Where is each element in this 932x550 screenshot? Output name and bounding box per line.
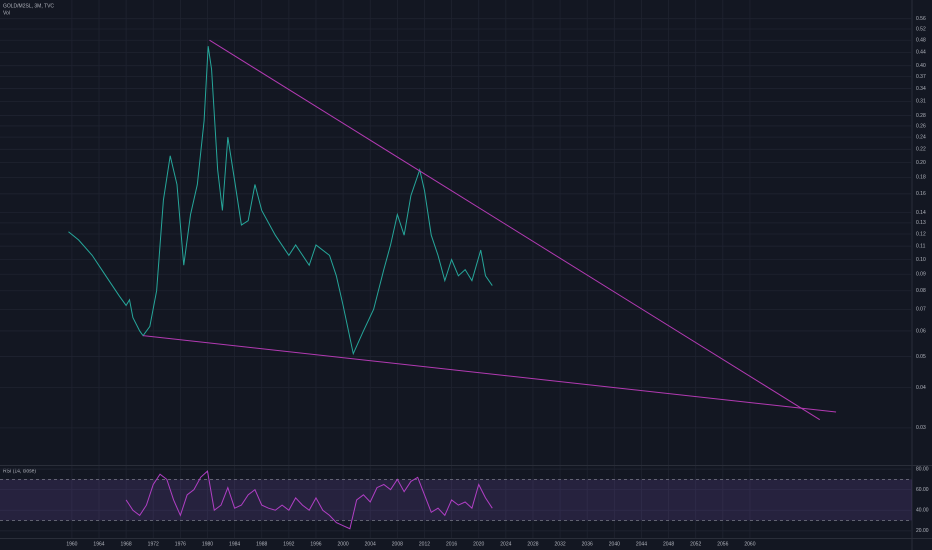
x-tick-label: 2052 xyxy=(690,541,701,547)
x-tick-label: 2060 xyxy=(744,541,755,547)
y-tick-label: 0.22 xyxy=(916,147,926,153)
x-tick-label: 2056 xyxy=(717,541,728,547)
y-tick-label: 0.13 xyxy=(916,220,926,226)
y-tick-label: 0.14 xyxy=(916,210,926,216)
chart-subtitle: Vol xyxy=(3,10,10,16)
y-tick-label: 0.28 xyxy=(916,113,926,119)
y-tick-label: 80.00 xyxy=(916,466,929,472)
price-line xyxy=(68,46,493,356)
y-tick-label: 0.08 xyxy=(916,288,926,294)
x-tick-label: 2044 xyxy=(636,541,647,547)
rsi-band xyxy=(0,479,912,521)
trendline xyxy=(143,335,837,413)
x-tick-label: 2016 xyxy=(446,541,457,547)
x-tick-label: 1984 xyxy=(229,541,240,547)
y-tick-label: 0.12 xyxy=(916,231,926,237)
x-tick-label: 1988 xyxy=(256,541,267,547)
trendline xyxy=(209,39,821,421)
x-tick-label: 1972 xyxy=(148,541,159,547)
x-tick-label: 2008 xyxy=(392,541,403,547)
y-tick-label: 0.48 xyxy=(916,38,926,44)
rsi-title: RSI (14, close) xyxy=(3,468,36,474)
x-tick-label: 2032 xyxy=(555,541,566,547)
y-tick-label: 0.31 xyxy=(916,99,926,105)
x-tick-label: 1960 xyxy=(66,541,77,547)
x-tick-label: 1968 xyxy=(121,541,132,547)
y-tick-label: 0.24 xyxy=(916,134,926,140)
y-tick-label: 0.37 xyxy=(916,74,926,80)
y-tick-label: 0.44 xyxy=(916,50,926,56)
y-tick-label: 0.03 xyxy=(916,425,926,431)
price-line xyxy=(125,470,493,530)
x-tick-label: 2020 xyxy=(473,541,484,547)
y-tick-label: 0.26 xyxy=(916,123,926,129)
y-tick-label: 0.05 xyxy=(916,354,926,360)
x-tick-label: 2040 xyxy=(609,541,620,547)
y-tick-label: 0.18 xyxy=(916,175,926,181)
y-tick-label: 0.09 xyxy=(916,272,926,278)
x-tick-label: 2024 xyxy=(500,541,511,547)
x-tick-label: 1976 xyxy=(175,541,186,547)
x-tick-label: 2028 xyxy=(527,541,538,547)
x-tick-label: 2036 xyxy=(582,541,593,547)
x-tick-label: 2004 xyxy=(365,541,376,547)
chart-title: GOLD/M2SL, 3M, TVC xyxy=(3,3,54,9)
y-tick-label: 60.00 xyxy=(916,487,929,493)
y-tick-label: 20.00 xyxy=(916,528,929,534)
x-tick-label: 2000 xyxy=(338,541,349,547)
y-tick-label: 0.07 xyxy=(916,307,926,313)
y-tick-label: 0.20 xyxy=(916,160,926,166)
y-tick-label: 0.40 xyxy=(916,63,926,69)
y-tick-label: 0.56 xyxy=(916,16,926,22)
x-tick-label: 1992 xyxy=(283,541,294,547)
y-tick-label: 0.34 xyxy=(916,86,926,92)
x-tick-label: 1980 xyxy=(202,541,213,547)
x-tick-label: 2012 xyxy=(419,541,430,547)
x-tick-label: 1964 xyxy=(93,541,104,547)
x-tick-label: 2048 xyxy=(663,541,674,547)
y-tick-label: 0.10 xyxy=(916,257,926,263)
y-tick-label: 0.11 xyxy=(916,244,926,250)
y-tick-label: 40.00 xyxy=(916,508,929,514)
x-tick-label: 1996 xyxy=(310,541,321,547)
y-tick-label: 0.04 xyxy=(916,385,926,391)
y-tick-label: 0.52 xyxy=(916,26,926,32)
y-tick-label: 0.06 xyxy=(916,328,926,334)
y-tick-label: 0.16 xyxy=(916,191,926,197)
